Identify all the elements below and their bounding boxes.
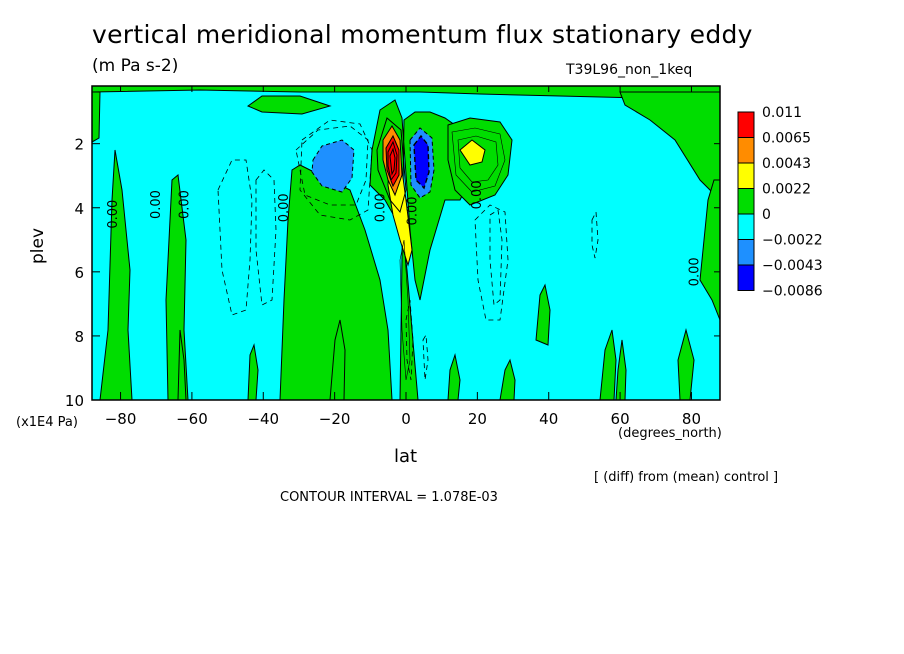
contour-label: 0.00 — [406, 196, 421, 225]
region-lat-minus16 — [329, 319, 346, 400]
contour-label: 0.00 — [149, 190, 164, 219]
diff-note: [ (diff) from (mean) control ] — [594, 470, 779, 485]
x-axis-units: (degrees_north) — [618, 426, 722, 441]
region-lat-plus84 — [699, 179, 720, 321]
colorbar-label: 0.011 — [762, 105, 802, 121]
colorbar-label: −0.0043 — [762, 258, 823, 274]
y-tick-label: 8 — [74, 328, 84, 346]
run-name: T39L96_non_1keq — [566, 62, 693, 78]
y-tick-label: 2 — [74, 136, 84, 154]
colorbar-swatch — [737, 264, 755, 291]
x-tick-label: 20 — [468, 410, 487, 428]
negative-contours — [217, 119, 599, 381]
chart-units: (m Pa s-2) — [92, 56, 179, 76]
y-axis-label: plev — [28, 227, 48, 264]
colorbar-swatch — [737, 213, 755, 240]
region-negative-blue-lat-minus20 — [311, 139, 355, 193]
x-tick-label: −40 — [247, 410, 279, 428]
x-tick-label: 80 — [682, 410, 701, 428]
region-top-right-lobe — [619, 91, 720, 201]
contour-label: 0.00 — [374, 193, 389, 222]
colorbar-swatch — [737, 111, 755, 138]
colorbar-label: 0.0043 — [762, 156, 811, 172]
region-yellow-lat-plus20 — [459, 139, 486, 166]
chart-title: vertical meridional momentum flux statio… — [92, 20, 753, 49]
y-tick-label: 10 — [65, 392, 84, 410]
region-lat-plus64 — [615, 339, 627, 400]
colorbar-swatch — [737, 162, 755, 189]
colorbar-swatch — [737, 137, 755, 164]
x-tick-label: −20 — [319, 410, 351, 428]
region-top-left-bump — [246, 95, 332, 115]
region-negative-dark-blue — [413, 134, 430, 190]
colorbar-swatch — [737, 188, 755, 215]
region-lat-minus52 — [177, 329, 187, 400]
x-tick-label: 60 — [611, 410, 630, 428]
region-lat-plus17 — [447, 353, 461, 400]
contour-label: 0.00 — [177, 190, 192, 219]
contour-label: 0.00 — [106, 200, 121, 229]
region-lat-plus36 — [535, 283, 551, 346]
axis-ticks: −80 −60 −40 −20 0 20 40 60 80 2 4 6 8 10 — [65, 86, 720, 428]
region-lat-plus30 — [499, 358, 516, 400]
x-tick-label: −60 — [176, 410, 208, 428]
contour-interval: CONTOUR INTERVAL = 1.078E-03 — [280, 490, 498, 505]
colorbar-label: 0 — [762, 207, 771, 223]
y-tick-label: 6 — [74, 264, 84, 282]
region-top-strip — [92, 86, 720, 101]
core-contours — [376, 117, 407, 214]
region-lat-minus62 — [165, 174, 189, 400]
contour-label: 0.00 — [277, 193, 292, 222]
contour-label: 0.00 — [470, 180, 485, 209]
contour-label: 0.00 — [688, 257, 703, 286]
plot-area — [92, 86, 720, 400]
x-tick-label: 0 — [401, 410, 411, 428]
colorbar: 0.011 0.0065 0.0043 0.0022 0 −0.0022 −0.0043 −0… — [737, 105, 823, 300]
region-lat-minus84 — [92, 91, 101, 143]
x-axis-label: lat — [394, 446, 418, 467]
y-axis-units: (x1E4 Pa) — [16, 415, 78, 430]
colorbar-label: 0.0065 — [762, 131, 811, 147]
colorbar-label: −0.0022 — [762, 233, 823, 249]
colorbar-label: 0.0022 — [762, 182, 811, 198]
colorbar-label: −0.0086 — [762, 284, 823, 300]
x-tick-label: −80 — [105, 410, 137, 428]
region-lat-plus56 — [599, 329, 617, 400]
y-tick-label: 4 — [74, 200, 84, 218]
region-lat-minus73 — [99, 149, 133, 400]
contour-labels: 0.00 0.00 0.00 0.00 0.00 0.00 0.00 0.00 — [106, 180, 703, 286]
region-lat-plus77 — [677, 328, 695, 400]
colorbar-swatch — [737, 239, 755, 266]
positive-inner-contours — [399, 127, 506, 381]
region-lat-minus37 — [247, 343, 259, 400]
x-tick-label: 40 — [539, 410, 558, 428]
